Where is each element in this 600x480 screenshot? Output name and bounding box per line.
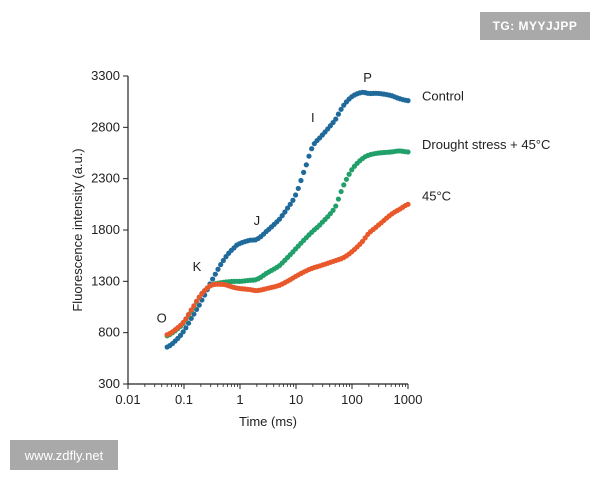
data-point: [218, 262, 224, 268]
watermark-bottom: www.zdfly.net: [10, 440, 118, 470]
data-point: [220, 257, 226, 264]
x-tick-label: 1: [236, 392, 243, 407]
axis-ticks: 0.01 0.1 1 10 100 1000 300 800 1300 1800 2300 2800 3…: [91, 68, 422, 407]
data-point: [333, 116, 339, 122]
data-point: [284, 205, 291, 211]
data-point: [338, 106, 344, 112]
data-point: [212, 271, 218, 277]
phase-label: J: [254, 213, 261, 228]
data-point: [290, 197, 296, 203]
series-label-control: Control: [422, 89, 464, 104]
x-tick-label: 0.01: [115, 392, 140, 407]
data-point: [193, 298, 200, 304]
data-point: [405, 98, 411, 104]
annotation-labels: O K J I P: [157, 70, 372, 325]
watermark-top: TG: MYYJJPP: [480, 12, 590, 40]
series-label-drought-stress-45c: Drought stress + 45°C: [422, 137, 550, 152]
data-point: [343, 176, 350, 182]
y-tick-label: 2800: [91, 119, 120, 134]
data-point: [177, 332, 184, 338]
phase-label: P: [363, 70, 372, 85]
data-point: [338, 188, 344, 195]
data-point: [295, 185, 301, 192]
data-point: [333, 203, 339, 209]
data-point: [183, 325, 189, 331]
data-points: [164, 89, 411, 350]
data-point: [301, 169, 307, 176]
x-tick-label: 1000: [394, 392, 423, 407]
data-point: [335, 196, 342, 202]
y-tick-label: 1300: [91, 273, 120, 288]
series-label-45c: 45°C: [422, 188, 451, 203]
data-point: [215, 266, 221, 272]
data-point: [180, 329, 186, 335]
data-point: [287, 201, 293, 207]
data-point: [191, 303, 197, 309]
data-point: [298, 177, 304, 184]
data-point: [183, 316, 189, 322]
y-tick-label: 3300: [91, 68, 120, 83]
data-point: [346, 171, 352, 177]
data-point: [330, 207, 336, 213]
y-tick-label: 2300: [91, 171, 120, 186]
data-point: [405, 201, 411, 207]
data-point: [306, 153, 312, 159]
data-point: [279, 213, 285, 219]
phase-label: I: [311, 110, 315, 125]
data-point: [276, 216, 283, 222]
y-axis-label: Fluorescence intensity (a.u.): [70, 148, 85, 311]
data-point: [282, 209, 288, 215]
x-axis-label: Time (ms): [239, 414, 297, 429]
data-point: [303, 162, 309, 168]
y-tick-label: 300: [98, 376, 120, 391]
x-tick-label: 10: [289, 392, 303, 407]
phase-label: K: [193, 259, 202, 274]
y-tick-label: 800: [98, 325, 120, 340]
phase-label: O: [157, 310, 167, 325]
x-tick-label: 0.1: [175, 392, 193, 407]
data-point: [309, 146, 315, 152]
data-point: [185, 311, 192, 318]
data-point: [359, 238, 366, 245]
data-point: [188, 307, 194, 313]
data-point: [180, 319, 186, 326]
y-tick-label: 1800: [91, 222, 120, 237]
data-point: [210, 276, 216, 282]
x-tick-label: 100: [341, 392, 363, 407]
data-point: [292, 192, 299, 198]
data-point: [362, 235, 368, 241]
data-point: [341, 182, 347, 188]
data-point: [405, 149, 411, 155]
data-point: [335, 111, 342, 117]
